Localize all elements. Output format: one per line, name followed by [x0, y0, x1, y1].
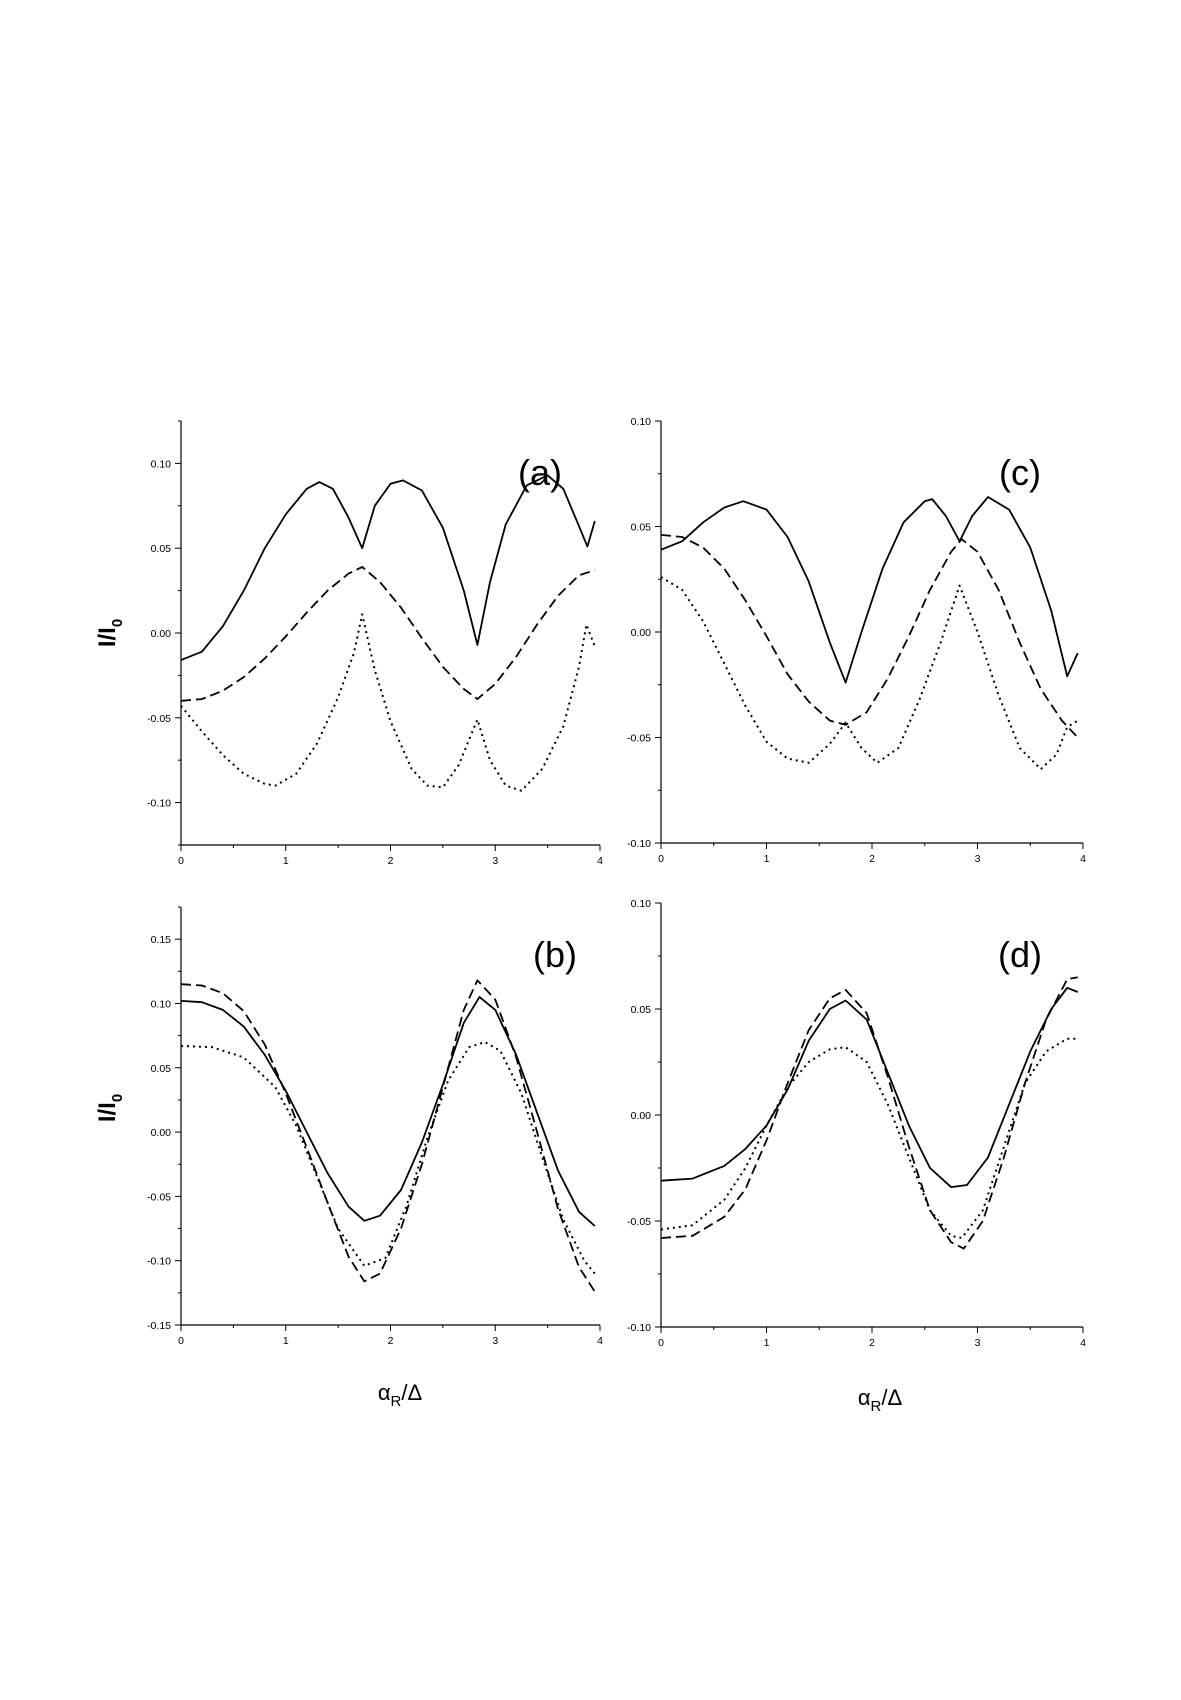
panel-label: (c) — [999, 452, 1041, 493]
x-axis-label-sub: R — [871, 1398, 882, 1415]
y-tick-label: -0.10 — [147, 1256, 171, 1268]
x-tick-label: 1 — [764, 853, 770, 865]
panel-label: (b) — [533, 934, 577, 975]
x-tick-label: 3 — [492, 855, 498, 867]
x-tick-label: 2 — [388, 855, 394, 867]
y-axis-label-sub: 0 — [109, 1094, 126, 1102]
series-solid-line — [660, 496, 1079, 684]
y-tick-label: 0.10 — [631, 898, 652, 910]
x-tick-label: 4 — [1080, 853, 1086, 865]
x-tick-label: 1 — [764, 1337, 770, 1349]
series-solid-line — [180, 474, 596, 661]
y-tick-label: 0.00 — [151, 628, 172, 640]
y-tick-label: 0.05 — [151, 543, 172, 555]
x-tick-label: 1 — [283, 1335, 289, 1347]
x-tick-label: 4 — [597, 1335, 603, 1347]
y-tick-label: 0.05 — [631, 522, 652, 534]
y-axis-label: I/I0 — [94, 1094, 126, 1122]
x-tick-label: 0 — [178, 1335, 184, 1347]
x-axis-label: αR/Δ — [858, 1385, 903, 1415]
y-tick-label: 0.05 — [151, 1063, 172, 1075]
y-axis-label-main: I/I — [94, 1102, 121, 1122]
series-solid-line — [660, 986, 1079, 1188]
y-tick-label: -0.05 — [627, 1216, 651, 1228]
x-axis-label-tail: /Δ — [401, 1380, 422, 1405]
x-tick-label: 3 — [975, 1337, 981, 1349]
y-tick-label: 0.15 — [151, 934, 172, 946]
series-dashed-line — [660, 534, 1079, 739]
y-tick-label: 0.10 — [151, 998, 172, 1010]
y-tick-label: 0.10 — [151, 458, 172, 470]
y-tick-label: 0.00 — [151, 1127, 172, 1139]
series-solid-line — [180, 996, 596, 1227]
series-dotted-line — [660, 1037, 1078, 1239]
y-tick-label: 0.00 — [631, 1110, 652, 1122]
y-axis-label: I/I0 — [94, 619, 126, 647]
x-tick-label: 4 — [597, 855, 603, 867]
x-axis-label-sub: R — [391, 1393, 402, 1410]
x-tick-label: 0 — [658, 1337, 664, 1349]
x-tick-label: 3 — [975, 853, 981, 865]
x-tick-label: 2 — [869, 853, 875, 865]
panel-a: 0 1 2 3 4-0.10-0.050.000.050.10 (a)I/I0 — [94, 420, 603, 867]
x-tick-label: 2 — [388, 1335, 394, 1347]
y-tick-label: -0.10 — [627, 1322, 651, 1334]
x-tick-label: 4 — [1080, 1337, 1086, 1349]
y-tick-label: -0.10 — [627, 838, 651, 850]
series-dashed-line — [180, 979, 596, 1293]
panel-label: (a) — [518, 452, 562, 493]
x-tick-label: 0 — [178, 855, 184, 867]
series-dashed-line — [180, 566, 596, 702]
panel-c: 0 1 2 3 4 -0.10 -0.05 0.00 0.05 0.10 (c) — [627, 416, 1086, 865]
y-axis-label-main: I/I — [94, 627, 121, 647]
panel-b: 0 1 2 3 4 -0.15 -0.10 -0.05 0.00 0.05 0.10 0.15 (b) I… — [94, 906, 603, 1410]
y-tick-label: 0.05 — [631, 1004, 652, 1016]
x-tick-label: 2 — [869, 1337, 875, 1349]
y-tick-label: -0.05 — [147, 713, 171, 725]
panel-d: 0 1 2 3 4 -0.10 -0.05 0.00 0.05 0.10 (d) αR/Δ — [627, 898, 1086, 1415]
y-tick-label: -0.15 — [147, 1320, 171, 1332]
y-tick-label: -0.10 — [147, 798, 171, 810]
x-axis-label-main: α — [858, 1385, 871, 1410]
series-dashed-line — [660, 976, 1078, 1250]
panel-label: (d) — [998, 934, 1042, 975]
x-axis-label-tail: /Δ — [881, 1385, 902, 1410]
x-tick-label: 3 — [492, 1335, 498, 1347]
x-tick-label: 1 — [283, 855, 289, 867]
x-tick-label: 0 — [658, 853, 664, 865]
series-dotted-line — [180, 1041, 596, 1275]
y-tick-label: -0.05 — [147, 1191, 171, 1203]
y-tick-label: -0.05 — [627, 733, 651, 745]
y-tick-label: 0.10 — [631, 416, 652, 428]
y-axis-label-sub: 0 — [109, 619, 126, 627]
x-axis-label: αR/Δ — [378, 1380, 423, 1410]
y-tick-label: 0.00 — [631, 627, 652, 639]
x-axis-label-main: α — [378, 1380, 391, 1405]
